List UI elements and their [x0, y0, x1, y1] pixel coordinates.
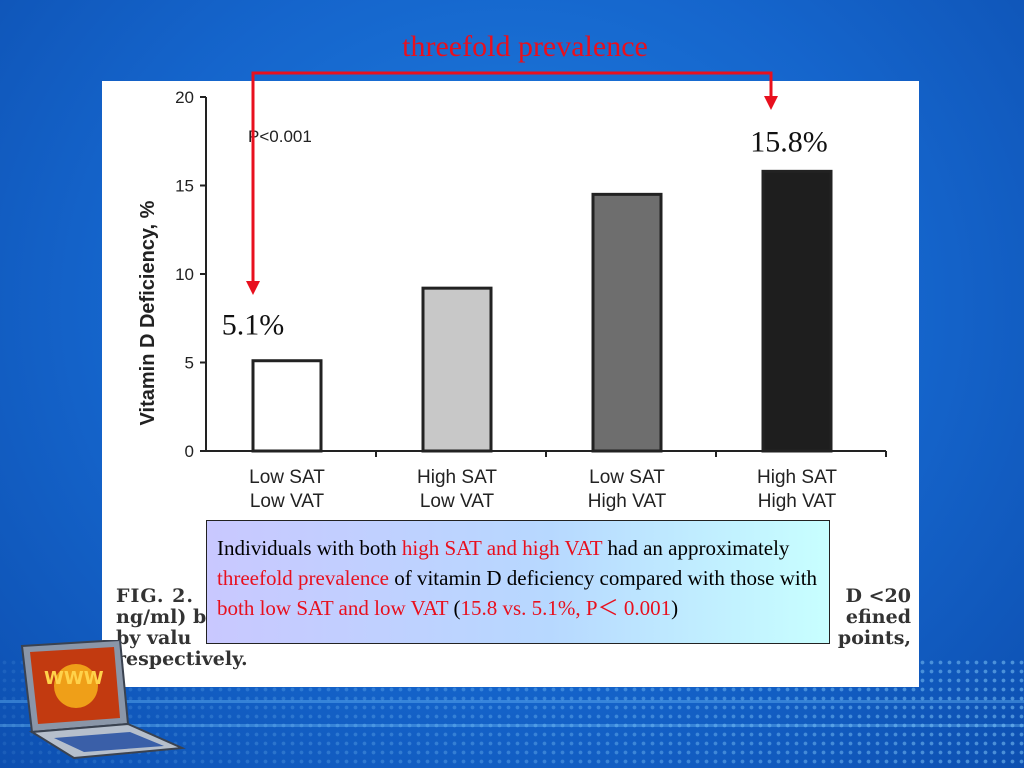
summary-callout: Individuals with both high SAT and high …	[206, 520, 830, 644]
svg-text:WWW: WWW	[44, 668, 104, 689]
caption-line1-right: D <20	[845, 585, 911, 607]
callout-text-5: )	[671, 596, 679, 620]
callout-highlight-1: high SAT and high VAT	[401, 536, 603, 560]
bar-1	[421, 286, 493, 453]
background-stripe	[0, 700, 1024, 703]
caption-line3-right: points,	[837, 627, 911, 649]
callout-text-1: Individuals with both	[217, 536, 402, 560]
caption-line2-left: ng/ml) b	[116, 606, 207, 628]
caption-line2-right: efined	[845, 606, 911, 628]
chart-bars	[251, 169, 833, 453]
x-tick-label: High VAT	[588, 491, 667, 512]
y-tick-label: 10	[175, 265, 194, 284]
bar-3	[761, 169, 833, 453]
callout-highlight-2: threefold prevalence	[217, 566, 389, 590]
callout-text-2: had an approximately	[602, 536, 790, 560]
figure-caption: FIG. 2. D <20 ng/ml) b efined by valu po…	[116, 586, 911, 670]
x-tick-label: Low SAT	[589, 467, 665, 488]
x-tick-label: High VAT	[758, 491, 837, 512]
x-axis-labels: Low SAT Low VAT High SAT Low VAT Low SAT High…	[249, 467, 837, 512]
y-tick-label: 0	[185, 442, 194, 461]
callout-text-3: of vitamin D deficiency compared with th…	[388, 566, 818, 590]
x-tick-label: High SAT	[757, 467, 837, 488]
bar-0	[251, 359, 323, 453]
slide-title: threefold prevalence	[402, 30, 648, 63]
x-tick-label: Low VAT	[250, 491, 325, 512]
callout-highlight-3: both low SAT and low VAT	[217, 596, 449, 620]
x-tick-label: Low SAT	[249, 467, 325, 488]
caption-line4: respectively.	[116, 648, 248, 670]
p-value-annotation: P<0.001	[248, 127, 312, 146]
y-tick-label: 15	[175, 177, 194, 196]
background-stripe	[0, 724, 1024, 727]
x-tick-label: High SAT	[417, 467, 497, 488]
callout-highlight-4: 15.8 vs. 5.1%, P＜ 0.001	[460, 596, 672, 620]
x-tick-label: Low VAT	[420, 491, 495, 512]
caption-line3-left: by valu	[116, 627, 192, 649]
y-axis-label: Vitamin D Deficiency, %	[137, 200, 159, 425]
laptop-icon: WWW	[20, 640, 186, 760]
callout-text-4: (	[448, 596, 461, 620]
bar-2	[591, 192, 663, 453]
y-tick-label: 5	[185, 354, 194, 373]
y-tick-label: 20	[175, 88, 194, 107]
caption-fig-label: FIG. 2.	[116, 585, 194, 607]
